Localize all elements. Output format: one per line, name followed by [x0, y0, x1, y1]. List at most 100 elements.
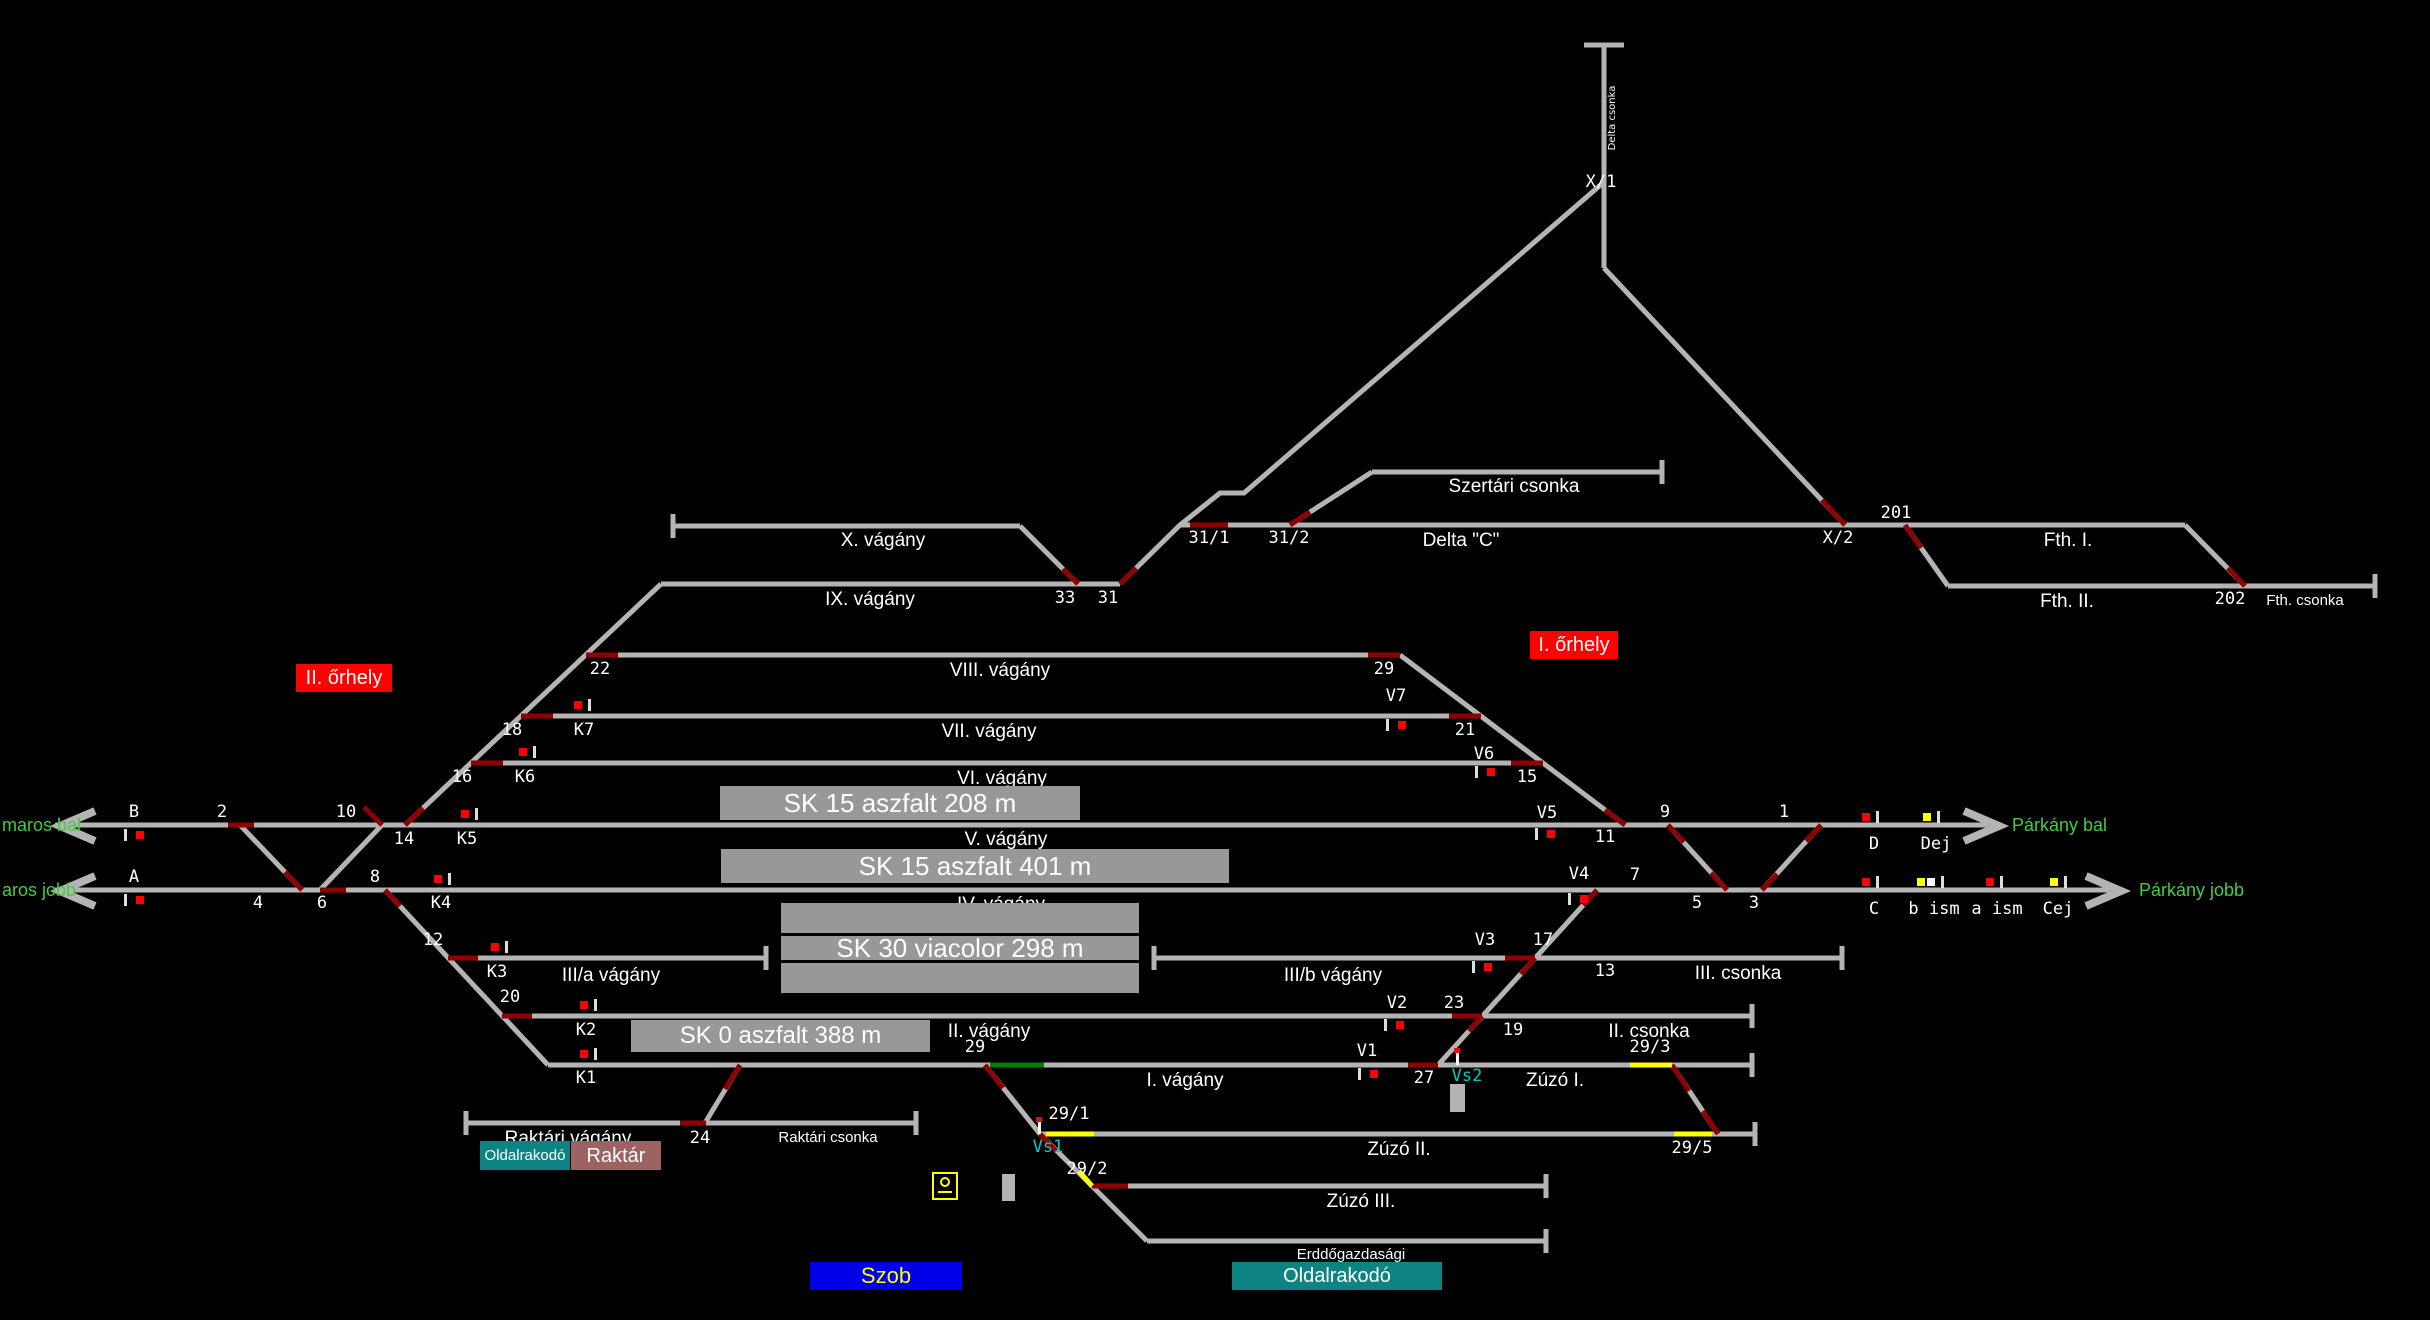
signal-V3[interactable]	[1472, 961, 1492, 973]
signal-D[interactable]	[1862, 811, 1879, 823]
switch-4[interactable]: 4	[252, 893, 264, 913]
switch-23[interactable]: 23	[1443, 993, 1465, 1013]
signal-K5[interactable]	[461, 808, 478, 820]
switch-31[interactable]: 31	[1097, 588, 1119, 608]
switch-29[interactable]: 29	[964, 1037, 986, 1057]
switch-29-viii[interactable]: 29	[1373, 659, 1395, 679]
switch-29-5[interactable]: 29/5	[1671, 1138, 1713, 1158]
signal-label-V4[interactable]: V4	[1568, 864, 1590, 884]
switch-20[interactable]: 20	[499, 987, 521, 1007]
signal-label-a-ism[interactable]: a ism	[1971, 899, 2023, 919]
switch-1[interactable]: 1	[1778, 802, 1790, 822]
switch-9[interactable]: 9	[1659, 802, 1671, 822]
signal-label-B[interactable]: B	[128, 802, 140, 822]
signal-label-V5[interactable]: V5	[1536, 803, 1558, 823]
signal-label-K7[interactable]: K7	[573, 720, 595, 740]
switch-2[interactable]: 2	[216, 802, 228, 822]
switch-X1[interactable]: X/1	[1585, 172, 1617, 192]
signal-label-K3[interactable]: K3	[486, 962, 508, 982]
signal-C[interactable]	[1862, 876, 1879, 888]
platform-sk388: SK 0 aszfalt 388 m	[631, 1020, 930, 1052]
switch-7[interactable]: 7	[1629, 865, 1641, 885]
signal-label-V7[interactable]: V7	[1385, 686, 1407, 706]
platform-sk401: SK 15 aszfalt 401 m	[721, 849, 1229, 883]
signal-b-ism[interactable]	[1917, 876, 1944, 888]
switch-29-2[interactable]: 29/2	[1066, 1159, 1108, 1179]
signal-label-D[interactable]: D	[1868, 834, 1880, 854]
track-label-szertari: Szertári csonka	[1448, 476, 1580, 497]
track-label-zuzo1: Zúzó I.	[1525, 1070, 1585, 1091]
signal-A[interactable]	[124, 894, 144, 906]
signal-label-Cej[interactable]: Cej	[2042, 899, 2074, 919]
ramp-symbol-2	[1450, 1084, 1465, 1112]
signal-V7[interactable]	[1386, 719, 1406, 731]
switch-15[interactable]: 15	[1516, 767, 1538, 787]
signal-Dej[interactable]	[1923, 811, 1940, 823]
signal-K6[interactable]	[519, 746, 536, 758]
signal-label-Dej[interactable]: Dej	[1920, 834, 1952, 854]
signal-label-V6[interactable]: V6	[1473, 744, 1495, 764]
switch-21[interactable]: 21	[1454, 720, 1476, 740]
signal-Vs2[interactable]	[1454, 1048, 1460, 1065]
switch-3[interactable]: 3	[1748, 893, 1760, 913]
switch-18[interactable]: 18	[501, 720, 523, 740]
track-label-zuzo3: Zúzó III.	[1326, 1191, 1396, 1212]
signal-K7[interactable]	[574, 699, 591, 711]
switch-24[interactable]: 24	[689, 1128, 711, 1148]
switch-5[interactable]: 5	[1691, 893, 1703, 913]
signal-K2[interactable]	[580, 999, 597, 1011]
signal-a-ism[interactable]	[1986, 876, 2003, 888]
signal-V5[interactable]	[1535, 828, 1555, 840]
switch-14[interactable]: 14	[393, 829, 415, 849]
signal-label-b-ism[interactable]: b ism	[1908, 899, 1960, 919]
signal-label-Vs1[interactable]: Vs1	[1032, 1137, 1064, 1157]
signal-label-K5[interactable]: K5	[456, 829, 478, 849]
signal-label-A[interactable]: A	[128, 867, 140, 887]
switch-16[interactable]: 16	[451, 767, 473, 787]
switch-13[interactable]: 13	[1594, 961, 1616, 981]
switch-202[interactable]: 202	[2214, 589, 2246, 609]
signal-label-K6[interactable]: K6	[514, 767, 536, 787]
signal-B[interactable]	[124, 829, 144, 841]
switch-29-1[interactable]: 29/1	[1048, 1104, 1090, 1124]
switch-11[interactable]: 11	[1594, 827, 1616, 847]
switch-19[interactable]: 19	[1502, 1020, 1524, 1040]
signal-label-V3[interactable]: V3	[1474, 930, 1496, 950]
switch-12[interactable]: 12	[422, 930, 444, 950]
signal-K1[interactable]	[580, 1048, 597, 1060]
switch-31-1[interactable]: 31/1	[1188, 528, 1230, 548]
station-name-badge: Szob	[810, 1262, 962, 1290]
signal-Vs1[interactable]	[1036, 1117, 1042, 1134]
switch-27[interactable]: 27	[1413, 1068, 1435, 1088]
signal-label-Vs2[interactable]: Vs2	[1451, 1066, 1483, 1086]
switch-X2[interactable]: X/2	[1822, 528, 1854, 548]
signal-V1[interactable]	[1358, 1068, 1378, 1080]
signal-label-K2[interactable]: K2	[575, 1020, 597, 1040]
west-ladder	[403, 582, 663, 827]
switch-201[interactable]: 201	[1880, 503, 1912, 523]
signal-label-K1[interactable]: K1	[575, 1068, 597, 1088]
switch-6[interactable]: 6	[316, 893, 328, 913]
signal-Cej[interactable]	[2050, 876, 2067, 888]
switch-8[interactable]: 8	[369, 867, 381, 887]
switch-22[interactable]: 22	[589, 659, 611, 679]
switch-10[interactable]: 10	[335, 802, 357, 822]
signal-V4[interactable]	[1568, 893, 1588, 905]
signal-V6[interactable]	[1475, 766, 1495, 778]
gate-symbol-icon	[932, 1172, 958, 1200]
signal-K3[interactable]	[491, 941, 508, 953]
signal-label-V2[interactable]: V2	[1386, 993, 1408, 1013]
switch-29-3[interactable]: 29/3	[1629, 1037, 1671, 1057]
signal-V2[interactable]	[1384, 1019, 1404, 1031]
switch-31-2[interactable]: 31/2	[1268, 528, 1310, 548]
track-label-ii: II. vágány	[947, 1021, 1031, 1042]
ramp-symbol-1	[1002, 1174, 1015, 1201]
signal-label-V1[interactable]: V1	[1356, 1041, 1378, 1061]
signal-K4[interactable]	[434, 873, 451, 885]
signal-label-K4[interactable]: K4	[430, 893, 452, 913]
signal-label-C[interactable]: C	[1868, 899, 1880, 919]
switch-17[interactable]: 17	[1532, 930, 1554, 950]
switch-33[interactable]: 33	[1054, 588, 1076, 608]
